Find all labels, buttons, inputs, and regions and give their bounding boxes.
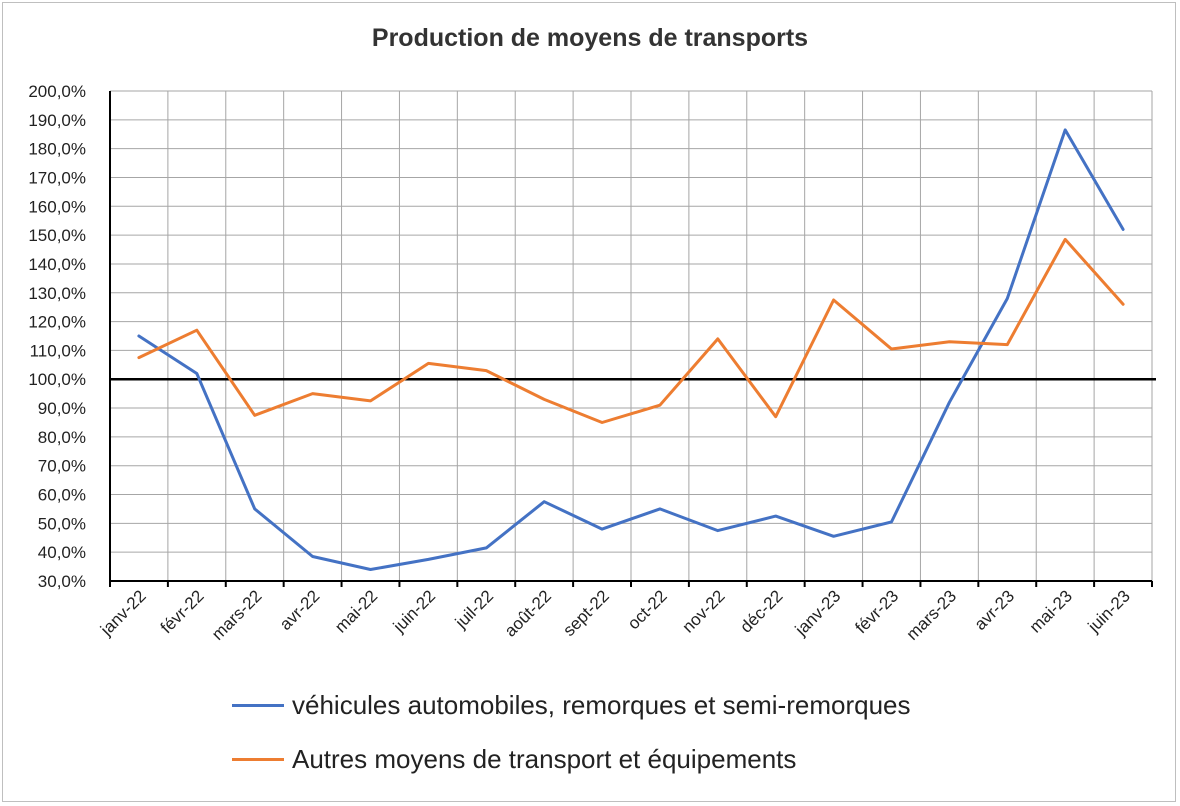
- x-tick-label: mars-23: [903, 586, 961, 644]
- chart-title: Production de moyens de transports: [371, 24, 809, 52]
- x-tick-label: avr-22: [276, 586, 324, 634]
- x-tick-label: août-22: [501, 586, 555, 640]
- legend-label-series-1: véhicules automobiles, remorques et semi…: [292, 690, 911, 720]
- y-tick-label: 160,0%: [28, 197, 86, 216]
- grid-lines: [110, 90, 1153, 581]
- x-tick-label: mai-23: [1026, 586, 1076, 636]
- y-tick-label: 90,0%: [38, 399, 86, 418]
- legend-swatch-series-1: [232, 704, 284, 707]
- y-tick-label: 100,0%: [28, 370, 86, 389]
- y-tick-label: 140,0%: [28, 255, 86, 274]
- x-tick-label: févr-23: [851, 586, 902, 637]
- x-tick-label: févr-22: [157, 586, 208, 637]
- x-tick-label: oct-22: [624, 586, 671, 633]
- y-tick-label: 40,0%: [38, 543, 86, 562]
- y-tick-label: 130,0%: [28, 284, 86, 303]
- x-tick-label: janv-22: [96, 586, 150, 640]
- y-tick-label: 200,0%: [28, 82, 86, 101]
- legend-label-series-2: Autres moyens de transport et équipement…: [292, 744, 797, 774]
- x-tick-label: janv-23: [791, 586, 845, 640]
- y-tick-label: 80,0%: [38, 428, 86, 447]
- x-tick-label: juin-23: [1084, 586, 1134, 636]
- y-tick-label: 60,0%: [38, 486, 86, 505]
- x-tick-label: nov-22: [678, 586, 728, 636]
- y-tick-label: 50,0%: [38, 514, 86, 533]
- y-tick-label: 180,0%: [28, 140, 86, 159]
- x-tick-label: juil-22: [451, 586, 497, 632]
- y-tick-label: 70,0%: [38, 457, 86, 476]
- y-tick-label: 30,0%: [38, 572, 86, 591]
- series-line-2: [137, 237, 1125, 424]
- x-tick-label: mars-22: [208, 586, 266, 644]
- x-tick-label: juin-22: [389, 586, 439, 636]
- y-tick-label: 150,0%: [28, 226, 86, 245]
- series-line-1: [137, 128, 1125, 571]
- x-tick-labels: janv-22 févr-22 mars-22 avr-22 mai-22 juin-22…: [96, 586, 1134, 644]
- y-tick-label: 120,0%: [28, 313, 86, 332]
- legend-item-series-2: Autres moyens de transport et équipement…: [232, 744, 796, 775]
- series-lines: [137, 128, 1125, 571]
- x-tick-label: mai-22: [331, 586, 381, 636]
- y-tick-label: 170,0%: [28, 168, 86, 187]
- y-tick-label: 110,0%: [30, 341, 86, 360]
- x-tick-label: avr-23: [971, 586, 1019, 634]
- x-tick-label: sept-22: [559, 586, 613, 640]
- y-tick-labels: 30,0% 40,0% 50,0% 60,0% 70,0% 80,0% 90,0% 100,0…: [28, 82, 86, 591]
- x-tick-label: déc-22: [736, 586, 786, 636]
- axes: [109, 91, 1153, 587]
- legend-swatch-series-2: [232, 758, 284, 761]
- legend-item-series-1: véhicules automobiles, remorques et semi…: [232, 690, 911, 721]
- y-tick-label: 190,0%: [28, 111, 86, 130]
